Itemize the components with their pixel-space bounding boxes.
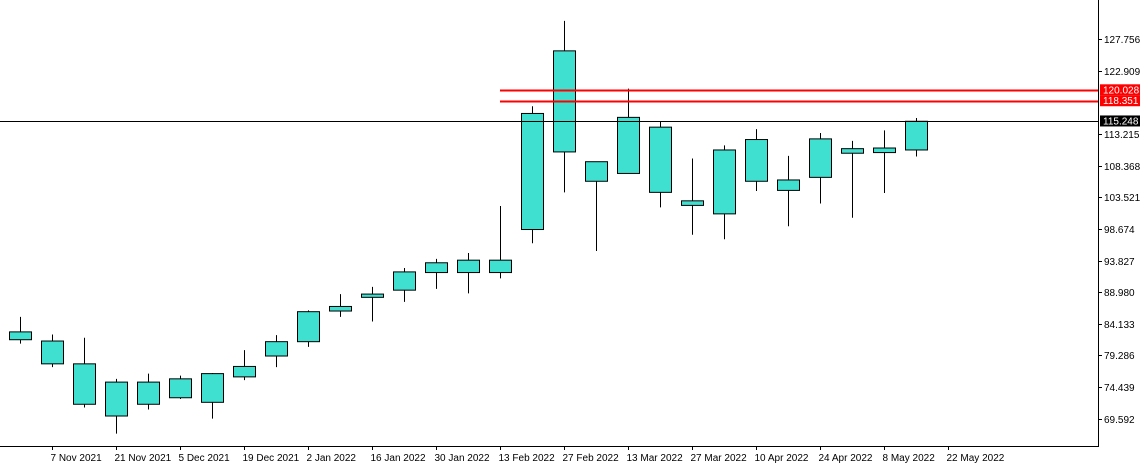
candle-body — [873, 147, 896, 154]
y-tick-label: 113.215 — [1104, 130, 1140, 141]
candle-body — [745, 139, 768, 182]
candle — [361, 286, 384, 322]
current-price-label: 115.248 — [1103, 116, 1139, 127]
candle-body — [73, 363, 96, 405]
candle-body — [777, 179, 800, 191]
x-tick-label: 22 May 2022 — [947, 453, 1005, 464]
x-tick-label: 27 Mar 2022 — [691, 453, 748, 464]
x-tick-label: 2 Jan 2022 — [307, 453, 357, 464]
x-tick-label: 7 Nov 2021 — [51, 453, 103, 464]
candle — [393, 267, 416, 302]
candle-body — [41, 340, 64, 365]
candle-body — [137, 381, 160, 405]
candle — [169, 375, 192, 400]
candle — [521, 106, 544, 244]
candle — [489, 206, 512, 279]
candle-body — [329, 305, 352, 312]
candle — [73, 337, 96, 408]
candle — [617, 88, 640, 174]
candle-body — [841, 148, 864, 154]
level-label: 120.028 — [1103, 85, 1140, 96]
candle-body — [681, 200, 704, 206]
candle-body — [809, 138, 832, 178]
candle-body — [361, 293, 384, 298]
candle-body — [9, 331, 32, 341]
levels-layer — [0, 89, 1099, 122]
candle — [873, 130, 896, 194]
candle — [457, 252, 480, 294]
x-tick-label: 24 Apr 2022 — [819, 453, 873, 464]
candle — [777, 155, 800, 227]
y-tick-label: 93.827 — [1104, 257, 1135, 268]
candle-body — [201, 373, 224, 403]
candle — [329, 294, 352, 317]
y-tick-label: 79.286 — [1104, 351, 1135, 362]
y-tick-label: 108.368 — [1104, 162, 1141, 173]
x-tick-label: 19 Dec 2021 — [243, 453, 300, 464]
candle-body — [585, 161, 608, 182]
y-tick-label: 122.909 — [1104, 67, 1141, 78]
candle — [9, 316, 32, 344]
y-tick-label: 127.756 — [1104, 35, 1141, 46]
candle-body — [297, 311, 320, 343]
candle — [41, 334, 64, 368]
candle — [745, 129, 768, 192]
x-tick-label: 13 Feb 2022 — [499, 453, 556, 464]
candle-body — [233, 365, 256, 378]
price-axis: 127.756 122.909 113.215 108.368 103.521 98.67… — [1098, 35, 1141, 426]
candle-body — [905, 120, 928, 151]
candle-body — [617, 116, 640, 174]
candle-body — [489, 259, 512, 274]
level-label: 118.351 — [1103, 96, 1139, 107]
x-tick-label: 21 Nov 2021 — [115, 453, 172, 464]
candle — [713, 145, 736, 240]
candle — [105, 378, 128, 434]
candle — [137, 373, 160, 410]
current-price-label-bg — [1100, 115, 1140, 127]
x-tick-label: 10 Apr 2022 — [755, 453, 809, 464]
candle — [201, 372, 224, 419]
candle-body — [713, 149, 736, 215]
candle — [585, 161, 608, 252]
candle-body — [265, 341, 288, 357]
x-tick-label: 8 May 2022 — [883, 453, 936, 464]
y-tick-label: 69.592 — [1104, 415, 1135, 426]
candle-body — [105, 381, 128, 417]
candle-body — [425, 262, 448, 274]
y-tick-label: 84.133 — [1104, 320, 1135, 331]
level-label-bg — [1100, 95, 1140, 107]
candle — [841, 140, 864, 218]
candle — [809, 133, 832, 204]
candle — [425, 258, 448, 289]
candles-layer — [9, 20, 928, 434]
candle-body — [393, 271, 416, 291]
x-tick-label: 13 Mar 2022 — [627, 453, 684, 464]
candle — [297, 310, 320, 347]
candle — [649, 121, 672, 208]
candle-body — [649, 126, 672, 193]
y-tick-label: 74.439 — [1104, 383, 1135, 394]
x-tick-label: 5 Dec 2021 — [179, 453, 231, 464]
x-tick-label: 16 Jan 2022 — [371, 453, 426, 464]
candle — [233, 350, 256, 381]
y-tick-label: 88.980 — [1104, 288, 1135, 299]
level-label-bg — [1100, 84, 1140, 96]
candle — [553, 20, 576, 193]
x-tick-label: 27 Feb 2022 — [563, 453, 620, 464]
candle — [905, 118, 928, 157]
y-tick-label: 98.674 — [1104, 225, 1135, 236]
y-tick-label: 103.521 — [1104, 193, 1141, 204]
candle-body — [169, 378, 192, 399]
candle — [265, 335, 288, 368]
candle — [681, 158, 704, 235]
x-tick-label: 30 Jan 2022 — [435, 453, 490, 464]
candle-body — [521, 112, 544, 231]
candle-body — [457, 259, 480, 274]
